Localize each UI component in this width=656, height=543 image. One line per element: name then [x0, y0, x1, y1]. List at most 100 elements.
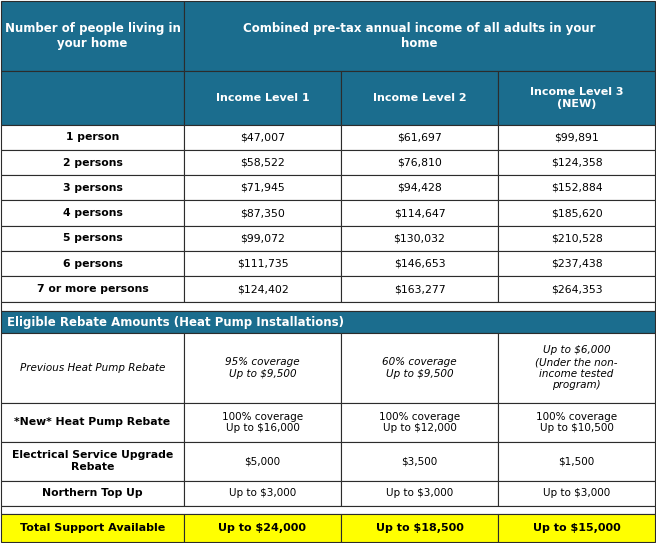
Bar: [184, 150, 341, 175]
Bar: [1, 302, 655, 311]
Bar: [184, 175, 341, 200]
Text: 100% coverage
Up to $12,000: 100% coverage Up to $12,000: [379, 412, 460, 433]
Text: 95% coverage
Up to $9,500: 95% coverage Up to $9,500: [225, 357, 300, 378]
Bar: [1, 71, 184, 124]
Text: Up to $3,000: Up to $3,000: [386, 488, 453, 498]
Text: Up to $15,000: Up to $15,000: [533, 523, 621, 533]
Bar: [184, 124, 341, 150]
Bar: [184, 251, 341, 276]
Text: $1,500: $1,500: [558, 456, 594, 466]
Text: Income Level 3
(NEW): Income Level 3 (NEW): [530, 87, 623, 109]
Bar: [1, 311, 655, 333]
Bar: [341, 403, 498, 442]
Text: $264,353: $264,353: [550, 284, 602, 294]
Bar: [1, 251, 184, 276]
Bar: [1, 200, 184, 226]
Text: $5,000: $5,000: [245, 456, 281, 466]
Text: $185,620: $185,620: [550, 208, 602, 218]
Text: Eligible Rebate Amounts (Heat Pump Installations): Eligible Rebate Amounts (Heat Pump Insta…: [7, 315, 344, 329]
Text: 7 or more persons: 7 or more persons: [37, 284, 148, 294]
Bar: [498, 124, 655, 150]
Text: Up to $6,000
(Under the non-
income tested
program): Up to $6,000 (Under the non- income test…: [535, 345, 618, 390]
Text: $152,884: $152,884: [550, 183, 602, 193]
Bar: [184, 226, 341, 251]
Text: $146,653: $146,653: [394, 258, 445, 269]
Bar: [341, 226, 498, 251]
Bar: [498, 150, 655, 175]
Text: 6 persons: 6 persons: [62, 258, 123, 269]
Text: 3 persons: 3 persons: [62, 183, 123, 193]
Bar: [184, 514, 341, 542]
Text: 100% coverage
Up to $10,500: 100% coverage Up to $10,500: [536, 412, 617, 433]
Text: Up to $3,000: Up to $3,000: [229, 488, 296, 498]
Text: $47,007: $47,007: [240, 132, 285, 142]
Bar: [341, 481, 498, 506]
Bar: [341, 251, 498, 276]
Bar: [1, 514, 184, 542]
Bar: [184, 1, 655, 71]
Text: Up to $18,500: Up to $18,500: [376, 523, 463, 533]
Text: 2 persons: 2 persons: [62, 157, 123, 168]
Text: *New* Heat Pump Rebate: *New* Heat Pump Rebate: [14, 418, 171, 427]
Bar: [1, 481, 184, 506]
Text: $130,032: $130,032: [394, 233, 445, 243]
Bar: [341, 514, 498, 542]
Text: $124,358: $124,358: [550, 157, 602, 168]
Bar: [1, 1, 184, 71]
Bar: [498, 333, 655, 403]
Bar: [184, 481, 341, 506]
Bar: [498, 226, 655, 251]
Text: 60% coverage
Up to $9,500: 60% coverage Up to $9,500: [382, 357, 457, 378]
Text: Electrical Service Upgrade
Rebate: Electrical Service Upgrade Rebate: [12, 451, 173, 472]
Bar: [498, 251, 655, 276]
Text: $99,072: $99,072: [240, 233, 285, 243]
Bar: [184, 71, 341, 124]
Text: $76,810: $76,810: [397, 157, 442, 168]
Bar: [341, 200, 498, 226]
Bar: [498, 175, 655, 200]
Bar: [1, 276, 184, 302]
Text: Up to $24,000: Up to $24,000: [218, 523, 306, 533]
Bar: [1, 403, 184, 442]
Text: Number of people living in
your home: Number of people living in your home: [5, 22, 180, 50]
Text: Northern Top Up: Northern Top Up: [42, 488, 143, 498]
Text: $99,891: $99,891: [554, 132, 599, 142]
Text: $71,945: $71,945: [240, 183, 285, 193]
Text: $94,428: $94,428: [397, 183, 442, 193]
Text: $163,277: $163,277: [394, 284, 445, 294]
Text: Up to $3,000: Up to $3,000: [543, 488, 610, 498]
Text: $61,697: $61,697: [397, 132, 442, 142]
Text: $124,402: $124,402: [237, 284, 289, 294]
Text: $210,528: $210,528: [550, 233, 602, 243]
Text: Previous Heat Pump Rebate: Previous Heat Pump Rebate: [20, 363, 165, 373]
Bar: [498, 481, 655, 506]
Text: 4 persons: 4 persons: [62, 208, 123, 218]
Text: 100% coverage
Up to $16,000: 100% coverage Up to $16,000: [222, 412, 303, 433]
Bar: [1, 226, 184, 251]
Text: Income Level 1: Income Level 1: [216, 93, 310, 103]
Bar: [341, 150, 498, 175]
Text: Total Support Available: Total Support Available: [20, 523, 165, 533]
Bar: [498, 71, 655, 124]
Bar: [184, 200, 341, 226]
Bar: [1, 333, 184, 403]
Bar: [341, 276, 498, 302]
Bar: [341, 124, 498, 150]
Bar: [341, 71, 498, 124]
Text: $58,522: $58,522: [240, 157, 285, 168]
Text: 5 persons: 5 persons: [62, 233, 123, 243]
Bar: [184, 276, 341, 302]
Text: Combined pre-tax annual income of all adults in your
home: Combined pre-tax annual income of all ad…: [243, 22, 596, 50]
Bar: [1, 506, 655, 514]
Bar: [1, 175, 184, 200]
Bar: [498, 403, 655, 442]
Text: $114,647: $114,647: [394, 208, 445, 218]
Bar: [1, 124, 184, 150]
Bar: [184, 442, 341, 481]
Text: $237,438: $237,438: [550, 258, 602, 269]
Bar: [1, 150, 184, 175]
Text: 1 person: 1 person: [66, 132, 119, 142]
Bar: [184, 403, 341, 442]
Bar: [341, 175, 498, 200]
Text: $87,350: $87,350: [240, 208, 285, 218]
